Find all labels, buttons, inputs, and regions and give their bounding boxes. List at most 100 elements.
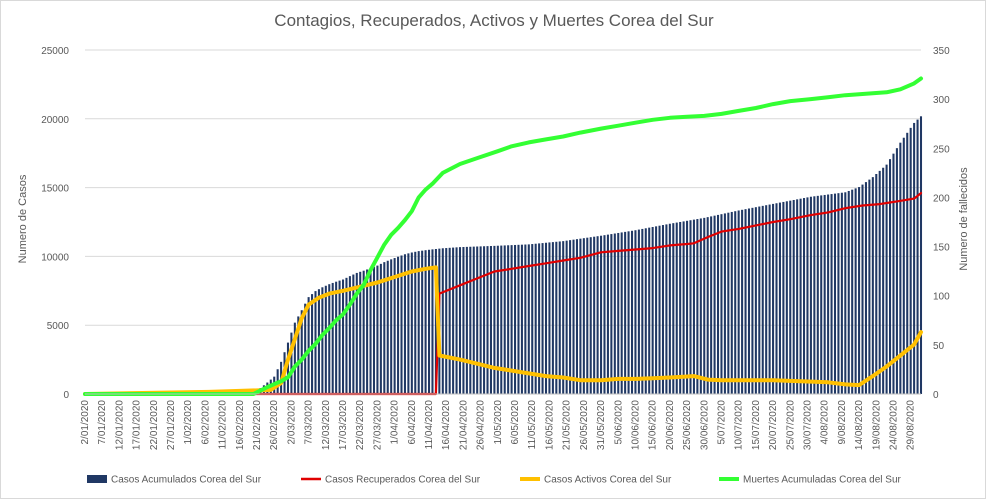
bar — [466, 247, 468, 394]
y2-tick-label: 150 — [933, 243, 950, 254]
bar — [717, 215, 719, 394]
bar — [586, 238, 588, 394]
x-tick-label: 21/05/2020 — [562, 400, 573, 450]
bar — [817, 196, 819, 394]
x-tick-label: 21/02/2020 — [252, 400, 263, 450]
bar — [572, 240, 574, 394]
bar — [339, 281, 341, 394]
bar — [452, 248, 454, 394]
bar — [655, 226, 657, 394]
bar — [720, 214, 722, 394]
bar — [590, 237, 592, 394]
bar — [500, 246, 502, 394]
bar — [669, 224, 671, 394]
bar — [545, 243, 547, 394]
x-tick-label: 10/06/2020 — [630, 400, 641, 450]
bar — [483, 246, 485, 394]
x-tick-label: 19/08/2020 — [871, 400, 882, 450]
bar — [583, 238, 585, 394]
bar — [542, 243, 544, 394]
bar — [552, 242, 554, 394]
bar — [886, 165, 888, 394]
bar — [614, 234, 616, 394]
bar — [645, 228, 647, 394]
x-tick-label: 5/06/2020 — [613, 400, 624, 445]
bar — [462, 247, 464, 394]
bar — [751, 208, 753, 394]
x-tick-label: 26/04/2020 — [476, 400, 487, 450]
x-tick-label: 1/04/2020 — [390, 400, 401, 445]
x-tick-label: 16/04/2020 — [441, 400, 452, 450]
bar — [342, 280, 344, 394]
bar — [308, 297, 310, 394]
bar — [875, 174, 877, 394]
x-tick-label: 1/02/2020 — [183, 400, 194, 445]
bar — [827, 195, 829, 394]
legend-label: Casos Recuperados Corea del Sur — [325, 475, 481, 486]
bar — [755, 207, 757, 394]
bar — [345, 278, 347, 394]
bar — [714, 216, 716, 394]
bar — [425, 250, 427, 394]
x-tick-label: 16/05/2020 — [544, 400, 555, 450]
bar — [459, 247, 461, 394]
bar — [772, 204, 774, 394]
bar — [373, 267, 375, 394]
x-tick-label: 12/03/2020 — [321, 400, 332, 450]
bar — [686, 221, 688, 394]
bar — [555, 242, 557, 394]
x-tick-label: 30/07/2020 — [802, 400, 813, 450]
bar — [476, 246, 478, 394]
bar — [538, 243, 540, 394]
x-tick-label: 27/03/2020 — [372, 400, 383, 450]
bar — [332, 283, 334, 394]
bar — [473, 247, 475, 394]
bar — [559, 241, 561, 394]
y2-tick-label: 300 — [933, 95, 950, 106]
bar — [882, 168, 884, 394]
bar — [703, 218, 705, 394]
x-tick-label: 7/03/2020 — [304, 400, 315, 445]
series-line — [85, 193, 921, 394]
bar — [741, 210, 743, 394]
x-tick-label: 11/02/2020 — [218, 400, 229, 450]
y-tick-label: 25000 — [41, 46, 69, 57]
bar — [906, 133, 908, 394]
y2-tick-label: 200 — [933, 193, 950, 204]
bar — [841, 193, 843, 394]
x-tick-label: 11/05/2020 — [527, 400, 538, 450]
x-tick-label: 6/04/2020 — [407, 400, 418, 445]
bar — [775, 203, 777, 394]
bar — [724, 213, 726, 394]
bar — [700, 218, 702, 394]
bar — [638, 230, 640, 394]
bar — [648, 228, 650, 394]
x-tick-label: 25/07/2020 — [785, 400, 796, 450]
bar — [683, 221, 685, 394]
bar — [445, 248, 447, 394]
x-tick-label: 1/05/2020 — [493, 400, 504, 445]
bar — [610, 234, 612, 394]
x-tick-label: 17/01/2020 — [132, 400, 143, 450]
x-tick-label: 22/01/2020 — [149, 400, 160, 450]
bar — [810, 197, 812, 394]
y-tick-label: 10000 — [41, 252, 69, 263]
bar — [779, 203, 781, 394]
bar — [786, 201, 788, 394]
y-axis-title: Numero de Casos — [17, 174, 29, 263]
x-tick-label: 9/08/2020 — [837, 400, 848, 445]
bar — [641, 229, 643, 394]
y2-tick-label: 50 — [933, 341, 945, 352]
bar — [824, 195, 826, 394]
bar — [593, 237, 595, 394]
x-tick-label: 26/02/2020 — [269, 400, 280, 450]
bar — [831, 194, 833, 394]
bar — [672, 223, 674, 394]
y-tick-label: 5000 — [47, 321, 70, 332]
bar-series — [87, 116, 922, 394]
bar — [349, 276, 351, 394]
bar — [834, 194, 836, 394]
bar — [486, 246, 488, 394]
